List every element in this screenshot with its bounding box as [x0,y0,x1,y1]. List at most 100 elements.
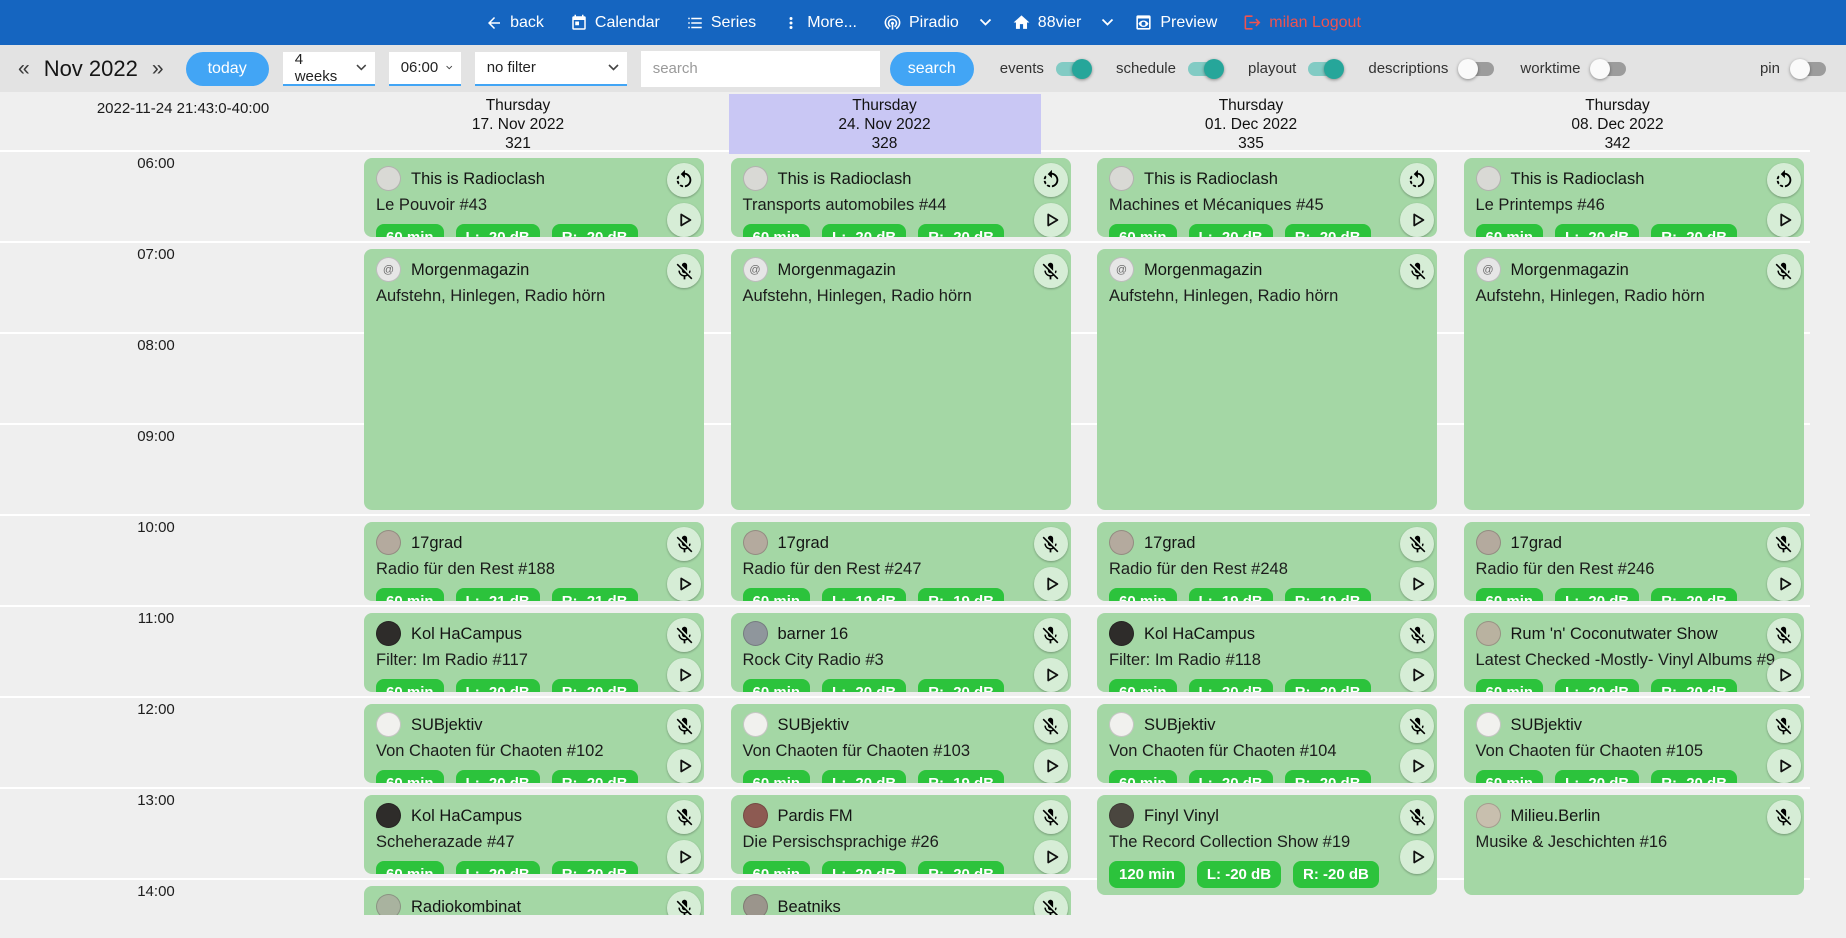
mic-off-icon[interactable] [1033,254,1068,288]
mic-off-icon[interactable] [1400,527,1434,561]
event-card[interactable]: This is Radioclash Le Pouvoir #43 60 min… [364,158,704,237]
nav-item-back[interactable]: back [485,14,544,32]
event-card[interactable]: Finyl Vinyl The Record Collection Show #… [1097,795,1437,895]
event-card[interactable]: Milieu.Berlin Musike & Jeschichten #16 [1463,795,1804,895]
event-card[interactable]: SUBjektiv Von Chaoten für Chaoten #104 6… [1097,704,1437,783]
event-card[interactable]: barner 16 Rock City Radio #3 60 min L: -2… [730,613,1071,692]
mic-off-icon[interactable] [667,618,701,652]
event-card[interactable]: Pardis FM Die Persischsprachige #26 60 m… [730,795,1071,874]
event-card[interactable]: This is Radioclash Transports automobile… [730,158,1071,237]
repeat-icon[interactable] [1033,163,1068,197]
play-icon[interactable] [1400,840,1434,874]
mic-off-icon[interactable] [1766,618,1801,652]
mic-off-icon[interactable] [667,891,701,915]
mic-off-icon[interactable] [1033,800,1068,834]
play-icon[interactable] [1400,567,1434,601]
mic-off-icon[interactable] [1766,709,1801,743]
search-input[interactable] [640,50,880,87]
play-icon[interactable] [1766,567,1801,601]
event-card[interactable]: Rum 'n' Coconutwater Show Latest Checked… [1463,613,1804,692]
toggle-playout[interactable] [1308,58,1345,79]
play-icon[interactable] [1766,749,1801,783]
nav-item-piradio-dropdown[interactable] [979,18,992,27]
nav-item-calendar[interactable]: Calendar [570,14,660,32]
nav-item-preview[interactable]: Preview [1134,13,1217,32]
mic-off-icon[interactable] [1400,800,1434,834]
toggle-worktime[interactable] [1590,58,1627,79]
mic-off-icon[interactable] [667,527,701,561]
event-card[interactable]: This is Radioclash Le Printemps #46 60 m… [1463,158,1804,237]
mic-off-icon[interactable] [1033,618,1068,652]
play-icon[interactable] [667,203,701,237]
mic-off-icon[interactable] [1766,800,1801,834]
play-icon[interactable] [1033,658,1068,692]
play-icon[interactable] [1766,203,1801,237]
mic-off-icon[interactable] [667,709,701,743]
mic-off-icon[interactable] [1033,709,1068,743]
toggle-events[interactable] [1055,58,1092,79]
mic-off-icon[interactable] [667,254,701,288]
mic-off-icon[interactable] [1766,527,1801,561]
play-icon[interactable] [1033,567,1068,601]
hour-label: 14:00 [137,883,175,900]
nav-item-piradio[interactable]: Piradio [883,13,959,32]
repeat-icon[interactable] [1766,163,1801,197]
show-name: Kol HaCampus [411,624,522,643]
play-icon[interactable] [667,658,701,692]
event-card[interactable]: SUBjektiv Von Chaoten für Chaoten #102 6… [364,704,704,783]
event-card[interactable]: Kol HaCampus Filter: Im Radio #118 60 mi… [1097,613,1437,692]
start-time-select[interactable]: 06:00 [388,51,461,86]
play-icon[interactable] [1033,840,1068,874]
mic-off-icon[interactable] [667,800,701,834]
event-card[interactable]: Kol HaCampus Filter: Im Radio #117 60 mi… [364,613,704,692]
event-card[interactable]: @ Morgenmagazin Aufstehn, Hinlegen, Radi… [364,249,704,510]
event-card[interactable]: SUBjektiv Von Chaoten für Chaoten #103 6… [730,704,1071,783]
toggle-schedule[interactable] [1187,58,1224,79]
prev-month-button[interactable]: « [18,56,30,80]
mic-off-icon[interactable] [1766,254,1801,288]
event-card[interactable]: @ Morgenmagazin Aufstehn, Hinlegen, Radi… [1097,249,1437,510]
mic-off-icon[interactable] [1400,618,1434,652]
filter-select[interactable]: no filter [474,51,627,86]
event-card[interactable]: 17grad Radio für den Rest #248 60 min L: … [1097,522,1437,601]
toggle-pin[interactable] [1790,58,1826,79]
event-card[interactable]: Beatniks [730,886,1071,915]
event-card[interactable]: SUBjektiv Von Chaoten für Chaoten #105 6… [1463,704,1804,783]
event-card[interactable]: Kol HaCampus Scheherazade #47 60 min L: -… [364,795,704,874]
nav-item-more[interactable]: More... [782,14,857,32]
event-card[interactable]: 17grad Radio für den Rest #247 60 min L: … [730,522,1071,601]
play-icon[interactable] [667,840,701,874]
play-icon[interactable] [1400,658,1434,692]
nav-item-88vier-dropdown[interactable] [1101,18,1114,27]
mic-off-icon[interactable] [1400,254,1434,288]
mic-off-icon[interactable] [1033,527,1068,561]
show-avatar [742,712,768,737]
weeks-select[interactable]: 4 weeks [282,51,375,86]
event-card[interactable]: @ Morgenmagazin Aufstehn, Hinlegen, Radi… [730,249,1071,510]
nav-item-logout[interactable]: milan Logout [1243,13,1361,32]
event-card[interactable]: 17grad Radio für den Rest #188 60 min L: … [364,522,704,601]
event-card[interactable]: @ Morgenmagazin Aufstehn, Hinlegen, Radi… [1463,249,1804,510]
event-card[interactable]: This is Radioclash Machines et Mécanique… [1097,158,1437,237]
next-month-button[interactable]: » [151,56,164,80]
mic-off-icon[interactable] [1400,709,1434,743]
event-card[interactable]: 17grad Radio für den Rest #246 60 min L: … [1463,522,1804,601]
play-icon[interactable] [667,749,701,783]
toggle-descriptions[interactable] [1458,58,1495,79]
mic-off-icon[interactable] [1033,891,1068,915]
play-icon[interactable] [667,567,701,601]
play-icon[interactable] [1400,749,1434,783]
search-button[interactable]: search [889,51,974,86]
repeat-icon[interactable] [1400,163,1434,197]
play-icon[interactable] [1766,658,1801,692]
repeat-icon[interactable] [667,163,701,197]
badge-row: 60 min L: -20 dB R: -20 dB [1475,679,1756,692]
episode-title: Aufstehn, Hinlegen, Radio hörn [376,287,606,305]
play-icon[interactable] [1033,749,1068,783]
today-button[interactable]: today [185,51,269,86]
play-icon[interactable] [1400,203,1434,237]
nav-item-88vier[interactable]: 88vier [1012,13,1081,32]
event-card[interactable]: Radiokombinat [364,886,704,915]
nav-item-series[interactable]: Series [686,14,756,32]
play-icon[interactable] [1033,203,1068,237]
